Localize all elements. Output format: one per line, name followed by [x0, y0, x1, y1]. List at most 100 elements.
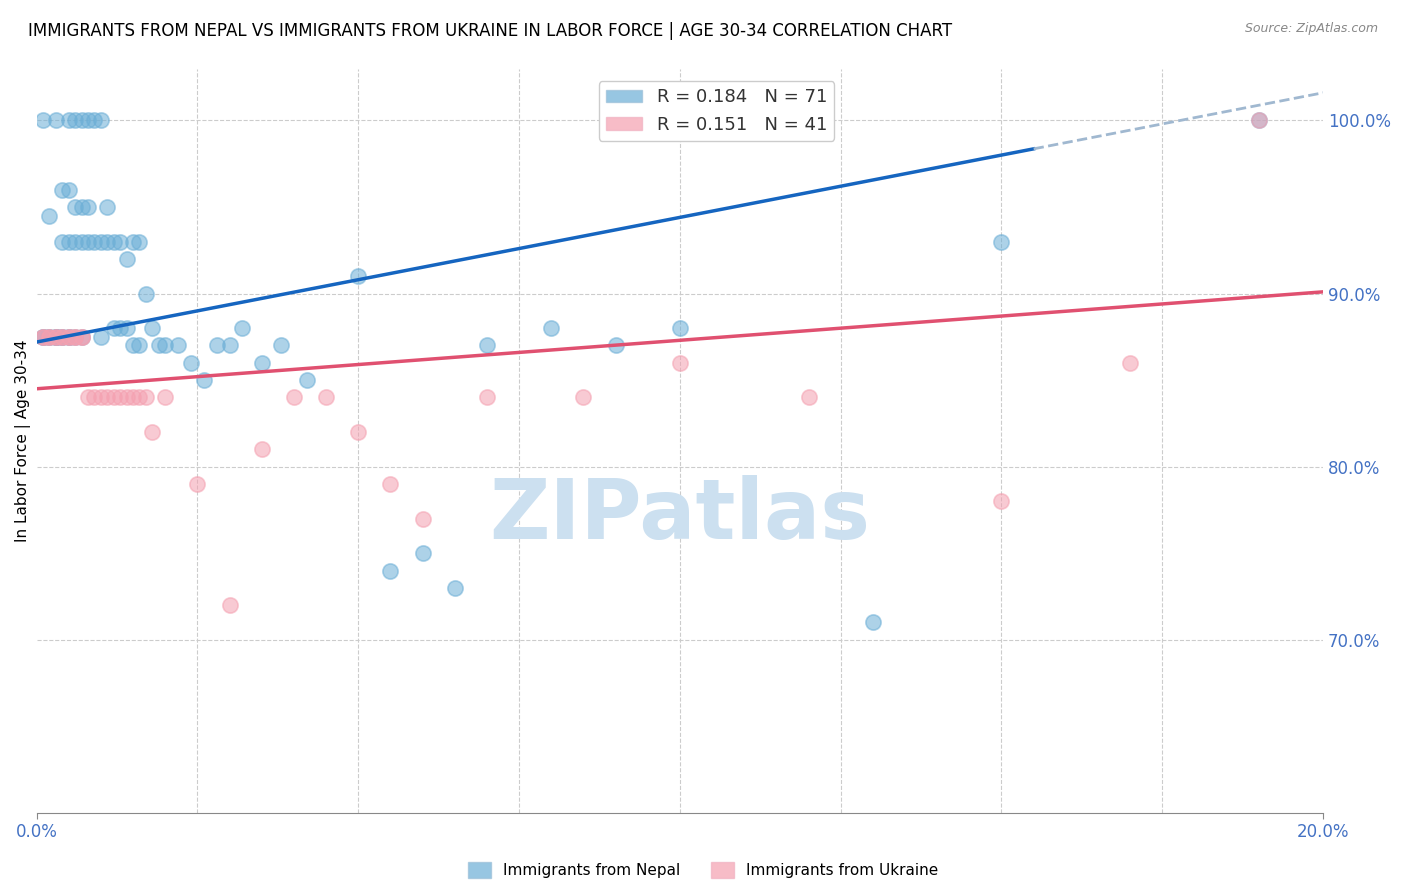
Point [990, 235, 1012, 249]
Point [315, 391, 337, 405]
Point [990, 494, 1012, 508]
Point [283, 391, 305, 405]
Point [70, 200, 93, 214]
Point [108, 391, 131, 405]
Point [77, 113, 100, 128]
Point [108, 235, 131, 249]
Point [51, 330, 73, 344]
Point [1247, 113, 1270, 128]
Point [70, 113, 93, 128]
Point [155, 391, 177, 405]
Point [412, 511, 434, 525]
Point [58, 235, 80, 249]
Point [90, 235, 112, 249]
Point [572, 391, 595, 405]
Point [58, 183, 80, 197]
Point [141, 321, 163, 335]
Point [63, 330, 86, 344]
Point [38, 330, 60, 344]
Point [51, 330, 73, 344]
Point [412, 546, 434, 560]
Point [58, 330, 80, 344]
Point [63, 235, 86, 249]
Point [32, 113, 55, 128]
Text: IMMIGRANTS FROM NEPAL VS IMMIGRANTS FROM UKRAINE IN LABOR FORCE | AGE 30-34 CORR: IMMIGRANTS FROM NEPAL VS IMMIGRANTS FROM… [28, 22, 952, 40]
Point [32, 330, 55, 344]
Point [83, 391, 105, 405]
Point [96, 235, 118, 249]
Point [250, 356, 273, 370]
Point [96, 200, 118, 214]
Point [90, 113, 112, 128]
Point [186, 477, 208, 491]
Point [231, 321, 253, 335]
Point [38, 330, 60, 344]
Point [167, 338, 190, 352]
Point [475, 338, 498, 352]
Point [605, 338, 627, 352]
Point [250, 442, 273, 457]
Point [205, 338, 228, 352]
Point [63, 200, 86, 214]
Point [63, 113, 86, 128]
Y-axis label: In Labor Force | Age 30-34: In Labor Force | Age 30-34 [15, 340, 31, 542]
Point [77, 391, 100, 405]
Point [193, 373, 215, 387]
Point [122, 235, 145, 249]
Point [669, 321, 692, 335]
Point [96, 391, 118, 405]
Point [475, 391, 498, 405]
Point [38, 330, 60, 344]
Point [58, 330, 80, 344]
Point [103, 391, 125, 405]
Point [83, 113, 105, 128]
Point [51, 183, 73, 197]
Point [380, 564, 402, 578]
Point [443, 581, 465, 595]
Text: ZIPatlas: ZIPatlas [489, 475, 870, 556]
Point [45, 330, 67, 344]
Point [77, 235, 100, 249]
Point [70, 330, 93, 344]
Point [115, 252, 138, 266]
Point [58, 330, 80, 344]
Point [128, 391, 150, 405]
Point [218, 598, 240, 612]
Text: Source: ZipAtlas.com: Source: ZipAtlas.com [1244, 22, 1378, 36]
Point [122, 338, 145, 352]
Point [83, 235, 105, 249]
Point [1119, 356, 1142, 370]
Point [295, 373, 318, 387]
Point [141, 425, 163, 439]
Point [103, 235, 125, 249]
Point [45, 330, 67, 344]
Point [70, 330, 93, 344]
Point [148, 338, 170, 352]
Point [347, 425, 370, 439]
Point [108, 321, 131, 335]
Point [347, 269, 370, 284]
Point [51, 330, 73, 344]
Point [51, 330, 73, 344]
Point [797, 391, 820, 405]
Point [32, 330, 55, 344]
Point [45, 330, 67, 344]
Point [155, 338, 177, 352]
Point [63, 330, 86, 344]
Point [58, 330, 80, 344]
Point [103, 321, 125, 335]
Point [128, 338, 150, 352]
Point [90, 391, 112, 405]
Point [115, 391, 138, 405]
Point [77, 200, 100, 214]
Point [32, 330, 55, 344]
Point [380, 477, 402, 491]
Point [135, 286, 157, 301]
Point [218, 338, 240, 352]
Point [115, 321, 138, 335]
Point [45, 330, 67, 344]
Point [45, 330, 67, 344]
Point [51, 235, 73, 249]
Point [862, 615, 884, 630]
Point [669, 356, 692, 370]
